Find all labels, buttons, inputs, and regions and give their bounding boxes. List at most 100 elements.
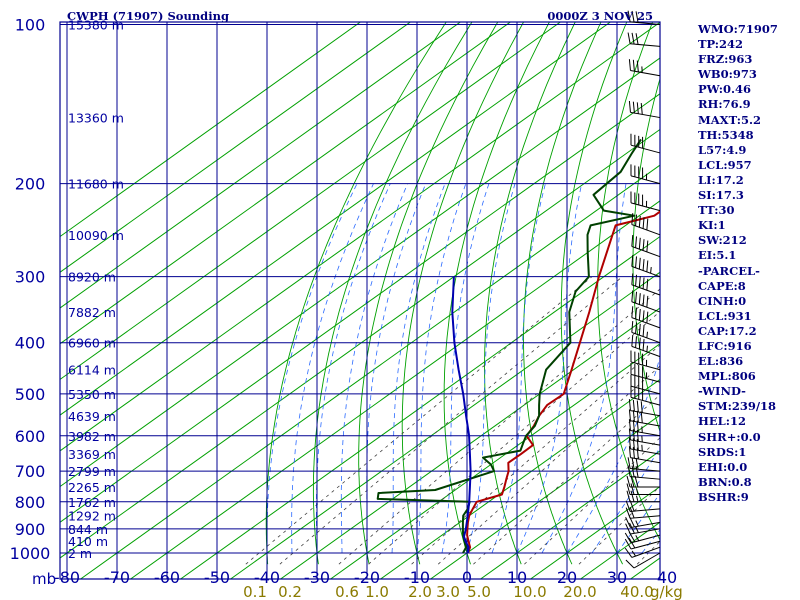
wind-barb	[630, 350, 661, 371]
wind-barb-staff	[630, 361, 661, 371]
height-label: 2265 m	[68, 480, 116, 495]
index-item: HEL:12	[698, 414, 746, 429]
moist-adiabat-line	[315, 183, 391, 553]
wind-barb-staff	[630, 540, 661, 550]
indices-panel: WMO:71907 TP:242 FRZ:963 WB0:973 PW:0.46 RH:7…	[698, 22, 798, 505]
wind-barb	[631, 273, 661, 296]
wind-barb-flag	[635, 322, 638, 334]
wind-barb-flag	[628, 409, 631, 421]
index-item: -WIND-	[698, 384, 746, 399]
height-label: 2799 m	[68, 464, 116, 479]
wind-barb-flag	[631, 213, 634, 225]
wind-barb	[626, 475, 660, 488]
wind-barb-flag	[632, 399, 635, 412]
index-item: LFC:916	[698, 338, 752, 353]
index-item: RH:76.9	[698, 97, 751, 112]
temperature-tick-label: -30	[304, 568, 330, 587]
wind-barb	[628, 446, 661, 464]
index-item: WMO:71907	[698, 22, 778, 36]
temperature-tick-label: -60	[154, 568, 180, 587]
wind-barb-staff	[630, 534, 661, 544]
wind-barb-flag	[631, 457, 635, 469]
wind-barb	[628, 428, 661, 446]
wind-barb-flag	[632, 59, 635, 72]
isotherm-line	[80, 164, 660, 579]
height-label: 6114 m	[68, 363, 116, 378]
dry-adiabat-line	[358, 22, 499, 565]
wind-barb-flag	[642, 325, 645, 337]
wind-barb-staff	[630, 457, 661, 464]
moist-adiabat-line	[291, 183, 374, 553]
wind-barb	[631, 334, 661, 358]
index-item: EI:5.1	[698, 248, 737, 263]
wind-barb-staff	[631, 301, 661, 313]
wind-barb-flag	[628, 399, 631, 411]
wind-barb-flag	[628, 59, 631, 71]
wind-barb-flag	[628, 437, 631, 449]
isotherm-line	[480, 450, 660, 579]
wind-barb-staff	[630, 430, 661, 437]
isotherm-line	[60, 22, 511, 345]
wind-barb-flag	[636, 400, 639, 413]
isotherm-line	[280, 307, 660, 579]
pressure-tick-label: 600	[15, 427, 46, 446]
dry-adiabat-line	[597, 22, 660, 541]
mixing-ratio-tick-label: 0.2	[278, 583, 302, 600]
index-item: SRDS:1	[698, 444, 747, 459]
wind-barb-flag	[627, 465, 631, 477]
wind-barb-staff	[630, 476, 661, 480]
wind-barb-flag	[631, 32, 635, 45]
index-item: -PARCEL-	[698, 263, 760, 278]
wind-barb-staff	[631, 345, 661, 358]
moist-adiabat-line	[616, 492, 660, 554]
mixing-ratio-tick-label: 2.0	[408, 583, 432, 600]
wind-barb-flag	[635, 291, 638, 304]
index-item: LCL:957	[698, 157, 752, 172]
moist-adiabat-line	[340, 183, 408, 553]
isotherm-line	[230, 271, 660, 579]
wind-barb-staff	[630, 420, 661, 427]
wind-barb	[627, 465, 661, 480]
wind-barb-flag	[631, 254, 634, 267]
wind-barb-flag	[630, 483, 635, 495]
wind-barb-staff	[633, 552, 661, 569]
wind-barb-flag	[636, 410, 639, 423]
index-item: L57:4.9	[698, 142, 747, 157]
pressure-tick-label: 300	[15, 268, 46, 287]
index-item: STM:239/18	[698, 399, 777, 414]
index-item: PW:0.46	[698, 82, 752, 97]
mixing-ratio-tick-label: 5.0	[467, 583, 491, 600]
wind-barb	[627, 10, 661, 25]
wind-barb-flag	[640, 411, 643, 423]
wind-barb	[631, 254, 661, 278]
dry-adiabat-line	[632, 77, 660, 433]
height-label: 844 m	[68, 522, 108, 537]
wind-barb-flag	[642, 259, 645, 271]
wind-barb-flag	[642, 294, 645, 306]
isotherm-line	[60, 93, 660, 523]
wind-barb-flag	[632, 410, 635, 422]
wind-barb	[628, 437, 661, 455]
wind-barb-flag	[638, 276, 641, 288]
temperature-tick-label: -80	[54, 568, 80, 587]
isotherm-line	[60, 22, 361, 238]
height-label: 2 m	[68, 546, 92, 561]
index-item: TT:30	[698, 203, 735, 218]
dry-adiabat-line	[560, 22, 628, 565]
wind-barb-flag	[626, 475, 631, 488]
wind-barb-staff	[630, 202, 661, 212]
wind-barb-flag	[625, 500, 631, 512]
mixing-ratio-line	[338, 288, 660, 565]
series-layer	[376, 138, 660, 554]
index-item: EL:836	[698, 354, 744, 369]
wind-barb-layer	[624, 10, 661, 569]
height-label: 7882 m	[68, 305, 116, 320]
mixing-ratio-tick-label: 40.0	[620, 583, 653, 600]
wind-barb-half-flag	[635, 520, 639, 527]
wind-barb-flag	[635, 11, 639, 23]
temperature-tick-label: 0	[462, 568, 472, 587]
mixing-ratio-tick-label: 3.0	[436, 583, 460, 600]
wind-barb-staff	[630, 144, 661, 154]
